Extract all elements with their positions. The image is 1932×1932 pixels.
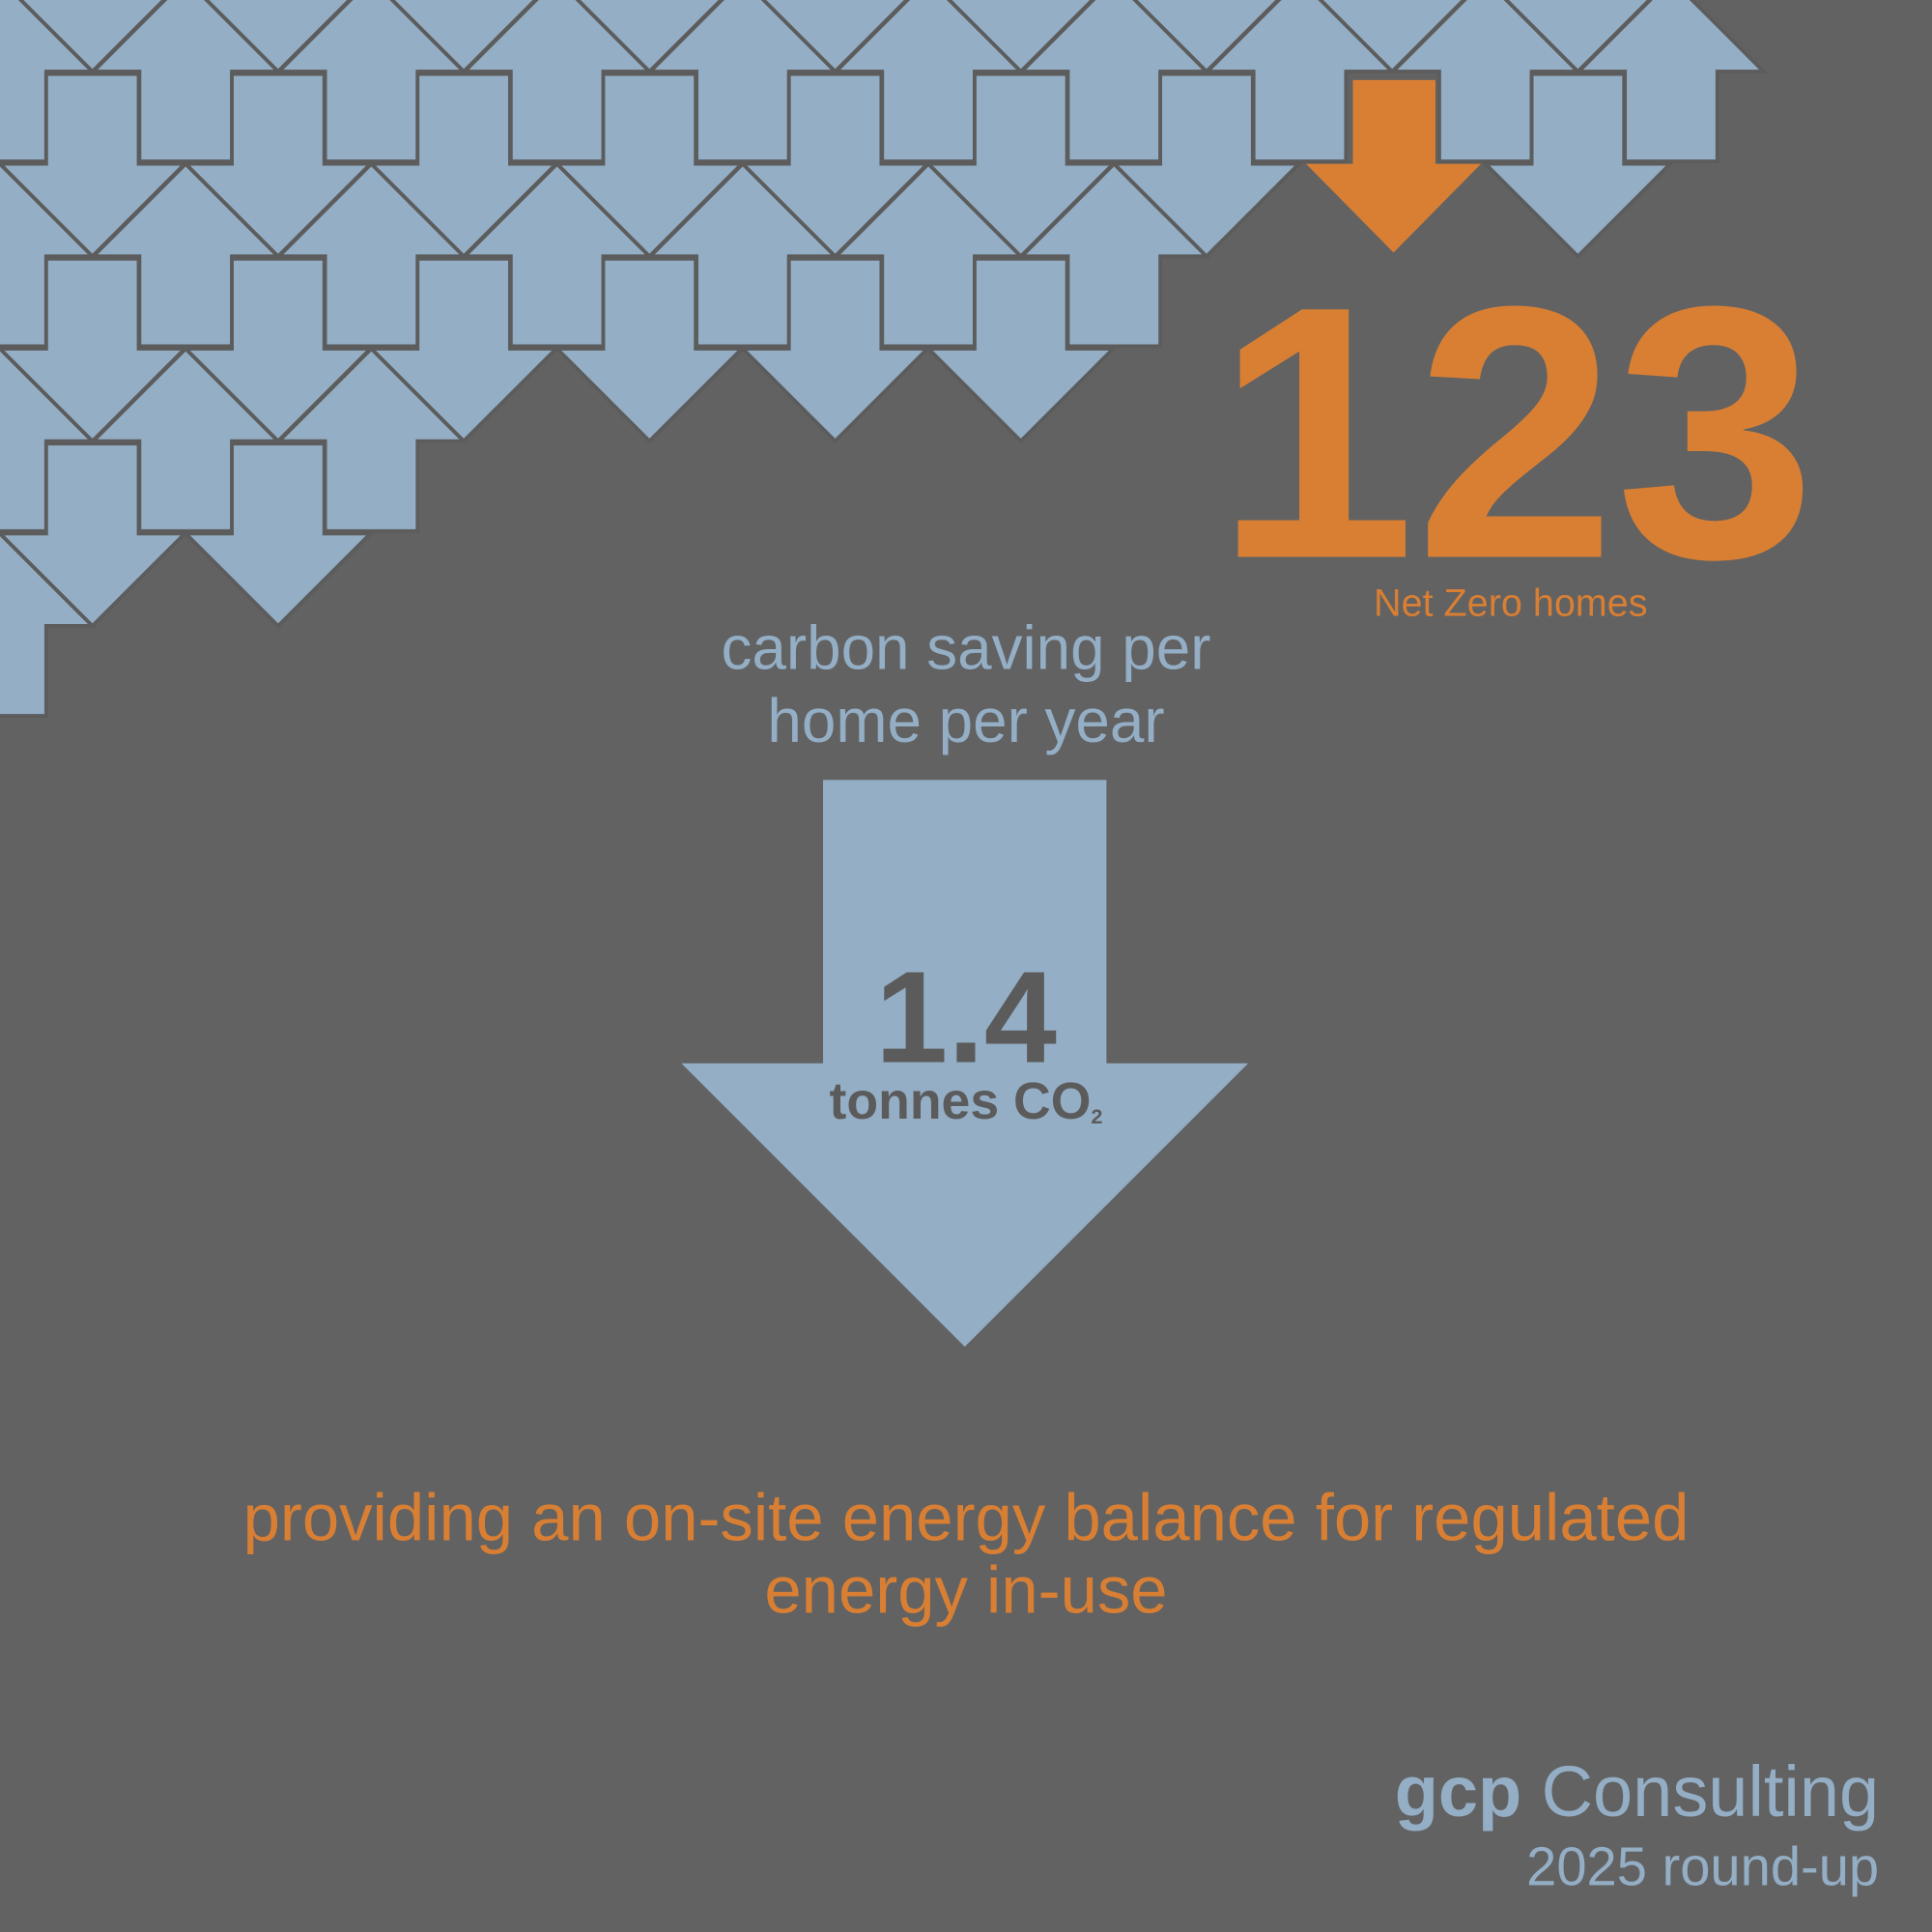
down-arrow (366, 256, 561, 444)
brand-bold: gcp (1395, 1751, 1522, 1832)
statement: providing an on-site energy balance for … (243, 1480, 1690, 1554)
down-arrow (553, 71, 747, 260)
brand-regular: Consulting (1542, 1751, 1880, 1832)
down-arrow (181, 71, 376, 260)
saving-heading: home per year (767, 686, 1164, 755)
arrow-pattern (0, 0, 1769, 718)
brand-subtitle: 2025 round-up (1526, 1836, 1879, 1897)
saving-heading: carbon saving per (722, 613, 1211, 683)
headline-number: 123 (1215, 232, 1815, 634)
down-arrow (17, 0, 167, 74)
unit-subscript: 2 (1091, 1104, 1102, 1128)
saving-unit: tonnes CO2 (830, 1073, 1103, 1130)
down-arrow (181, 441, 376, 629)
down-arrow (923, 256, 1119, 444)
down-arrow (738, 256, 932, 444)
down-arrow (947, 0, 1095, 74)
down-arrow (923, 71, 1119, 260)
headline-label: Net Zero homes (1374, 582, 1647, 625)
down-arrow (0, 256, 189, 444)
down-arrow (760, 0, 910, 74)
statement: energy in-use (764, 1553, 1167, 1628)
down-arrow (575, 0, 724, 74)
down-arrow (1109, 71, 1304, 260)
down-arrow (389, 0, 538, 74)
up-arrow (0, 346, 98, 533)
down-arrow (204, 0, 353, 74)
down-arrow (0, 441, 189, 629)
up-arrow (0, 530, 98, 718)
down-arrow (0, 71, 189, 260)
up-arrow (0, 160, 98, 349)
unit-text: tonnes CO (830, 1073, 1092, 1130)
down-arrow (738, 71, 932, 260)
saving-value: 1.4 (875, 944, 1057, 1090)
down-arrow (1481, 71, 1675, 260)
highlight-arrow (1306, 79, 1482, 253)
down-arrow (1318, 0, 1466, 74)
down-arrow (1132, 0, 1281, 74)
down-arrow (366, 71, 561, 260)
down-arrow (1503, 0, 1653, 74)
down-arrow (553, 256, 747, 444)
down-arrow (181, 256, 376, 444)
brand-name: gcp Consulting (1395, 1751, 1879, 1832)
